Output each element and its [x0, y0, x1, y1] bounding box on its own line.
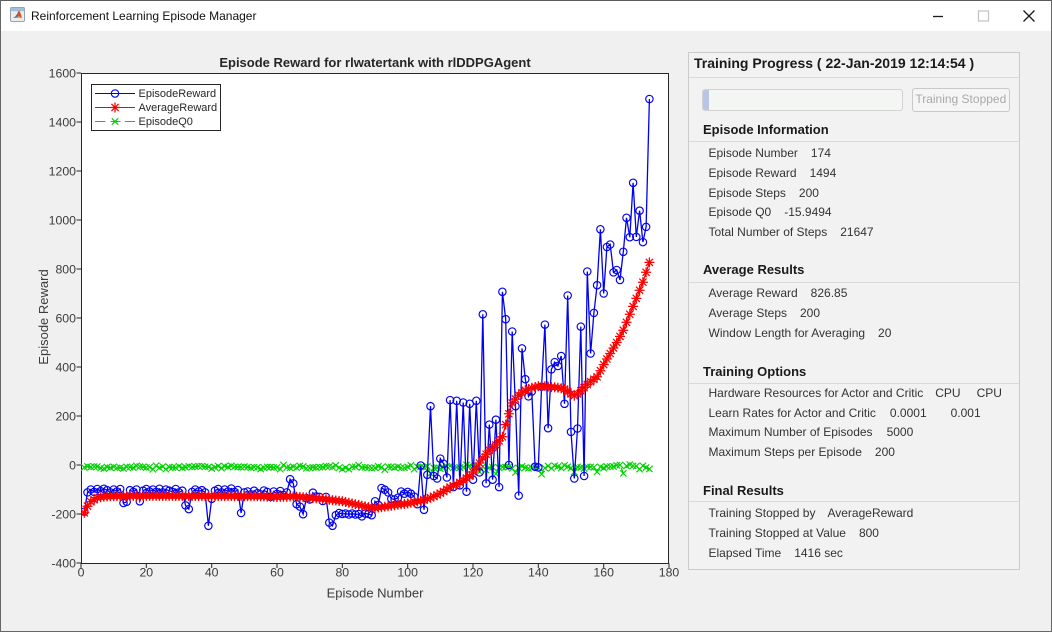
svg-text:120: 120 [463, 566, 484, 580]
svg-text:-400: -400 [51, 556, 76, 570]
svg-text:Episode Number: Episode Number [327, 586, 424, 601]
svg-text:180: 180 [659, 566, 680, 580]
svg-text:1000: 1000 [49, 213, 77, 227]
svg-text:200: 200 [55, 409, 76, 423]
svg-text:140: 140 [528, 566, 549, 580]
svg-text:0: 0 [69, 458, 76, 472]
svg-text:1200: 1200 [49, 164, 77, 178]
svg-text:160: 160 [593, 566, 614, 580]
svg-text:AverageReward: AverageReward [139, 102, 218, 114]
svg-text:Episode Reward: Episode Reward [36, 269, 51, 364]
svg-text:800: 800 [55, 262, 76, 276]
svg-text:-200: -200 [51, 507, 76, 521]
svg-text:EpisodeReward: EpisodeReward [139, 88, 217, 100]
svg-text:100: 100 [397, 566, 418, 580]
svg-text:1600: 1600 [49, 66, 77, 80]
svg-text:0: 0 [78, 566, 85, 580]
svg-text:EpisodeQ0: EpisodeQ0 [139, 116, 193, 128]
svg-text:40: 40 [205, 566, 219, 580]
svg-text:80: 80 [335, 566, 349, 580]
svg-text:Episode Reward for rlwatertank: Episode Reward for rlwatertank with rlDD… [219, 55, 531, 70]
svg-text:20: 20 [139, 566, 153, 580]
svg-text:600: 600 [55, 311, 76, 325]
svg-text:400: 400 [55, 360, 76, 374]
svg-text:1400: 1400 [49, 115, 77, 129]
svg-text:60: 60 [270, 566, 284, 580]
